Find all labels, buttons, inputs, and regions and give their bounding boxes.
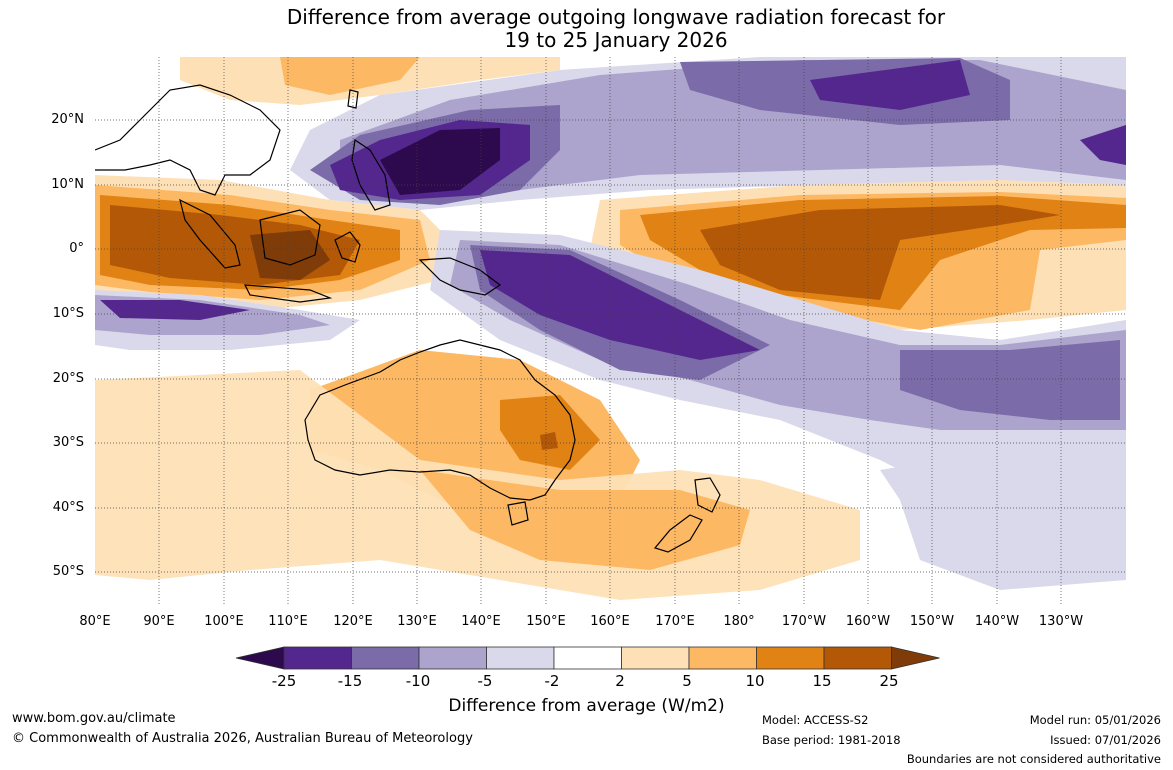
map-title-line1: Difference from average outgoing longwav… xyxy=(286,5,946,29)
lon-label-130e: 130°E xyxy=(397,614,437,629)
new-zealand-south xyxy=(653,514,703,553)
footer-model-run: Model run: 05/01/2026 xyxy=(1029,713,1161,727)
sumatra-coast xyxy=(179,198,241,269)
colorbar-tick-label: 2 xyxy=(615,672,625,690)
colorbar-tick-label: 5 xyxy=(682,672,692,690)
philippines-coast xyxy=(351,138,391,211)
colorbar-tick-label: -10 xyxy=(405,672,431,690)
tasmania-coast xyxy=(507,501,529,526)
lon-label-150w: 150°W xyxy=(909,614,955,629)
colorbar-segment xyxy=(418,646,487,670)
lat-label-0: 0° xyxy=(69,241,84,256)
australia-coast xyxy=(304,339,576,501)
java-coast xyxy=(243,284,333,303)
taiwan-coast xyxy=(347,89,359,109)
lon-label-130w: 130°W xyxy=(1038,614,1084,629)
colorbar-tick-label: -5 xyxy=(477,672,493,690)
lat-label-30s: 30°S xyxy=(52,435,84,450)
map-title-line2: 19 to 25 January 2026 xyxy=(504,28,728,52)
colorbar-tick-label: 10 xyxy=(745,672,765,690)
footer-model: Model: ACCESS-S2 xyxy=(762,713,869,727)
colorbar-segment xyxy=(621,646,690,670)
lon-label-180: 180° xyxy=(723,614,755,629)
colorbar-segment xyxy=(756,646,825,670)
new-zealand-north xyxy=(694,477,721,513)
colorbar-tick-label: 15 xyxy=(812,672,832,690)
colorbar-segment xyxy=(351,646,420,670)
lon-label-140w: 140°W xyxy=(974,614,1020,629)
colorbar-segment xyxy=(283,646,352,670)
lon-label-160e: 160°E xyxy=(590,614,630,629)
lat-label-50s: 50°S xyxy=(52,564,84,579)
lon-label-150e: 150°E xyxy=(526,614,566,629)
colorbar-segment xyxy=(553,646,622,670)
colorbar-extend-high xyxy=(891,646,940,670)
lon-label-100e: 100°E xyxy=(204,614,244,629)
footer-boundaries: Boundaries are not considered authoritat… xyxy=(906,752,1161,766)
asia-coast xyxy=(95,84,281,196)
colorbar-extend-low xyxy=(235,646,285,670)
borneo-coast xyxy=(259,209,321,266)
footer-site: www.bom.gov.au/climate xyxy=(12,711,176,726)
lon-label-90e: 90°E xyxy=(143,614,175,629)
new-guinea-coast xyxy=(418,257,502,296)
colorbar-segment xyxy=(486,646,555,670)
lon-label-140e: 140°E xyxy=(461,614,501,629)
lon-label-170w: 170°W xyxy=(781,614,827,629)
lon-label-110e: 110°E xyxy=(268,614,308,629)
lon-label-80e: 80°E xyxy=(79,614,111,629)
lon-label-170e: 170°E xyxy=(655,614,695,629)
lon-label-160w: 160°W xyxy=(845,614,891,629)
footer-issued: Issued: 07/01/2026 xyxy=(1050,733,1161,747)
lat-label-10s: 10°S xyxy=(52,306,84,321)
lat-label-10n: 10°N xyxy=(51,177,84,192)
lat-label-20s: 20°S xyxy=(52,371,84,386)
coastlines xyxy=(95,84,721,553)
colorbar-tick-label: -25 xyxy=(271,672,297,690)
lon-label-120e: 120°E xyxy=(333,614,373,629)
graticule xyxy=(95,57,1126,604)
colorbar-segment xyxy=(823,646,892,670)
colorbar-tick-label: -2 xyxy=(544,672,560,690)
colorbar-tick-label: -15 xyxy=(337,672,363,690)
sulawesi-coast xyxy=(334,231,361,263)
colorbar-segment xyxy=(688,646,757,670)
lat-label-40s: 40°S xyxy=(52,500,84,515)
colorbar-tick-label: 25 xyxy=(879,672,899,690)
lat-label-20n: 20°N xyxy=(51,112,84,127)
footer-copyright: © Commonwealth of Australia 2026, Austra… xyxy=(12,731,473,746)
footer-base-period: Base period: 1981-2018 xyxy=(762,733,901,747)
colorbar-title: Difference from average (W/m2) xyxy=(448,696,725,716)
